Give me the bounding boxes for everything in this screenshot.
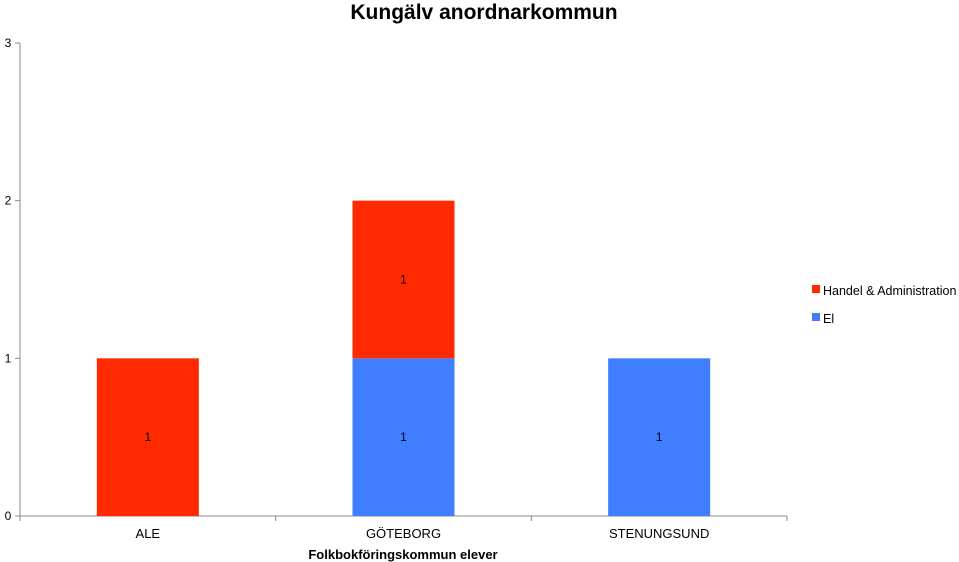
legend: Handel & Administration El [812, 284, 956, 326]
legend-swatch [812, 285, 820, 293]
legend-label: Handel & Administration [823, 284, 956, 298]
y-tick-label: 3 [5, 36, 12, 50]
x-tick-label: ALE [136, 526, 161, 541]
x-tick-label: STENUNGSUND [609, 526, 709, 541]
legend-label: El [823, 312, 834, 326]
chart-title: Kungälv anordnarkommun [350, 1, 617, 24]
x-tick-label: GÖTEBORG [366, 526, 441, 541]
y-tick-label: 2 [5, 194, 12, 208]
bar [352, 358, 455, 516]
data-label: 1 [656, 430, 663, 444]
y-tick-label: 1 [5, 351, 12, 365]
plot-area: 0 1 2 3 ALE GÖTEBORG STENUNGSUND 1 1 1 1 [5, 36, 788, 541]
data-label: 1 [144, 430, 151, 444]
bar [96, 358, 199, 516]
x-axis-title: Folkbokföringskommun elever [308, 547, 497, 562]
data-label: 1 [400, 273, 407, 287]
bar [608, 358, 711, 516]
data-label: 1 [400, 430, 407, 444]
y-tick-label: 0 [5, 509, 12, 523]
legend-swatch [812, 313, 820, 321]
bar [352, 200, 455, 359]
